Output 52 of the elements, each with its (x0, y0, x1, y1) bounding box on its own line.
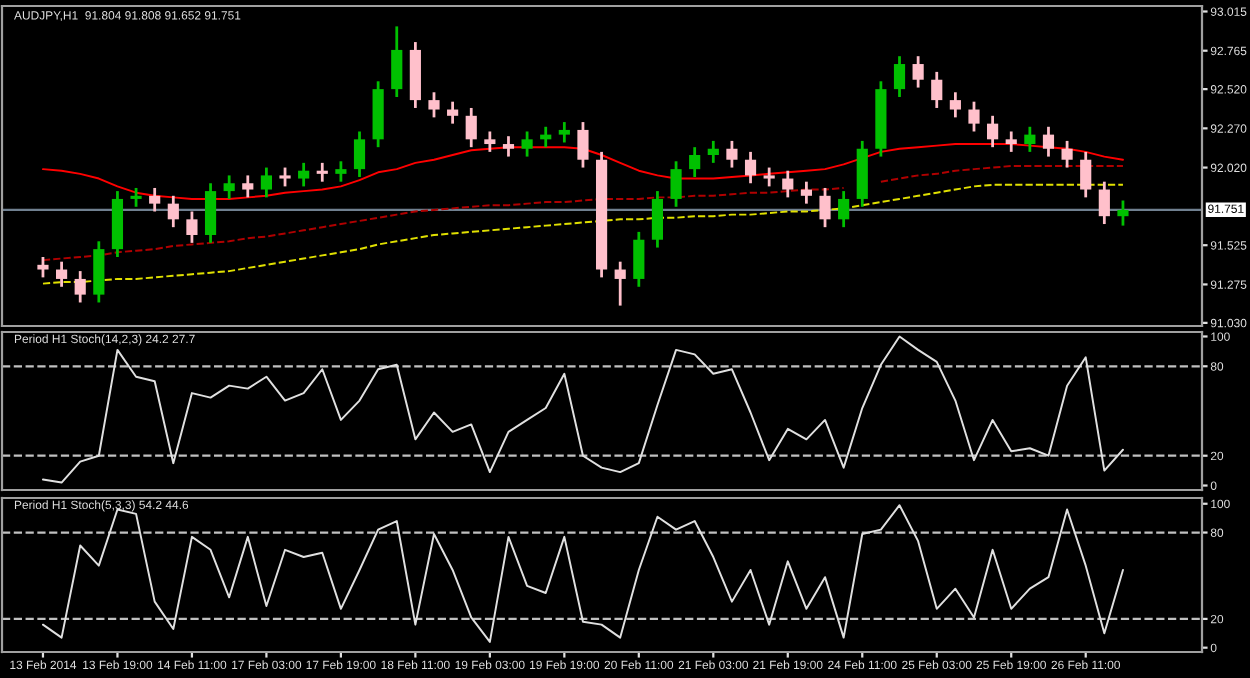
candlestick (335, 159, 347, 184)
candlestick (968, 100, 980, 133)
candlestick (893, 54, 906, 99)
candlestick (56, 260, 68, 289)
candlestick (74, 269, 86, 304)
candlestick (949, 90, 961, 119)
candlestick (484, 130, 496, 154)
candlestick (186, 210, 198, 245)
candlestick (987, 114, 999, 149)
candlestick (298, 161, 310, 188)
candlestick (447, 100, 459, 126)
candlestick (577, 120, 589, 169)
candlestick (316, 161, 328, 184)
candlestick (204, 181, 217, 245)
candlestick (707, 139, 719, 165)
candlestick (726, 139, 738, 169)
candlestick (819, 186, 831, 229)
candlestick (167, 194, 179, 229)
candlestick (633, 230, 645, 289)
candlestick (670, 159, 682, 209)
candlestick (1061, 139, 1073, 169)
candlestick (651, 189, 664, 249)
candlestick (130, 186, 142, 209)
candlestick (558, 120, 570, 144)
candlestick (428, 90, 440, 119)
candlestick (800, 180, 812, 206)
candlestick (1080, 150, 1092, 199)
candlestick (502, 134, 515, 158)
candlestick (931, 70, 943, 110)
candlestick (1024, 125, 1036, 154)
candlestick (744, 150, 757, 185)
candlestick (521, 130, 533, 158)
candlestick (763, 166, 775, 188)
candlestick (465, 106, 477, 149)
candlestick (391, 25, 403, 99)
candlestick (279, 166, 291, 188)
candlestick (1098, 180, 1110, 226)
candlestick (838, 189, 850, 229)
candlestick (912, 54, 924, 89)
candlestick (260, 166, 272, 199)
candlestick (782, 169, 794, 199)
candlestick (614, 260, 626, 307)
candlestick (1042, 125, 1055, 158)
candlestick (242, 174, 254, 199)
candlestick (1117, 199, 1129, 227)
candlestick (1005, 130, 1017, 154)
candlestick (223, 174, 235, 201)
candlestick (37, 255, 49, 279)
candlestick (149, 186, 161, 213)
candlestick (689, 145, 701, 179)
candlestick (353, 130, 366, 179)
candlestick (93, 239, 105, 304)
